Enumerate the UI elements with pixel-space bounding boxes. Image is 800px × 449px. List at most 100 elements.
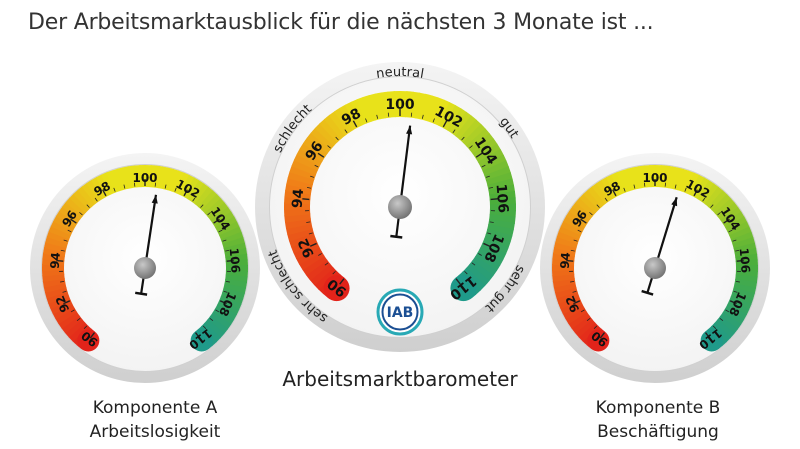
minor-tick bbox=[306, 221, 311, 223]
major-tick bbox=[566, 259, 574, 262]
band-segment bbox=[711, 194, 732, 214]
minor-tick bbox=[225, 249, 230, 252]
tick-label-92: 92 bbox=[295, 236, 317, 260]
band-segment bbox=[50, 220, 74, 236]
needle-hub bbox=[134, 257, 156, 279]
band-cap-start bbox=[77, 329, 100, 352]
tick-label-92: 92 bbox=[563, 294, 583, 315]
minor-tick bbox=[623, 187, 626, 192]
major-tick bbox=[455, 278, 461, 285]
band-segment bbox=[61, 315, 83, 334]
band-segment bbox=[216, 300, 240, 316]
band-segment bbox=[298, 251, 325, 271]
band-segment bbox=[167, 168, 180, 192]
needle-tail-bar bbox=[641, 289, 654, 296]
band-segment bbox=[409, 91, 421, 119]
minor-tick bbox=[192, 197, 196, 202]
minor-tick bbox=[728, 229, 733, 233]
band-segment bbox=[729, 226, 752, 241]
band-segment bbox=[414, 92, 427, 120]
band-segment bbox=[171, 170, 185, 194]
band-segment bbox=[552, 247, 576, 257]
band-segment bbox=[685, 172, 700, 196]
minor-tick bbox=[86, 204, 90, 208]
band-segment bbox=[209, 312, 232, 330]
band-segment bbox=[560, 299, 583, 315]
band-segment bbox=[215, 216, 238, 233]
minor-tick bbox=[308, 232, 313, 235]
minor-tick bbox=[481, 164, 486, 168]
band-segment bbox=[419, 93, 433, 121]
band-segment bbox=[469, 133, 495, 155]
tick-label-94: 94 bbox=[290, 188, 308, 209]
minor-tick bbox=[79, 212, 83, 216]
needle-arrowhead bbox=[406, 125, 413, 135]
band-segment bbox=[606, 174, 622, 197]
band-segment bbox=[68, 322, 89, 342]
band-segment bbox=[485, 172, 513, 186]
band-segment bbox=[724, 304, 747, 321]
band-segment bbox=[284, 208, 311, 217]
minor-tick bbox=[586, 317, 591, 322]
band-segment bbox=[601, 176, 618, 199]
minor-tick bbox=[306, 187, 312, 189]
band-segment bbox=[571, 315, 593, 334]
band-segment bbox=[48, 295, 71, 310]
minor-tick bbox=[702, 197, 706, 202]
komponente-b-caption: Komponente B Beschäftigung bbox=[548, 396, 768, 444]
band-segment bbox=[558, 295, 581, 310]
band-segment bbox=[733, 283, 757, 295]
major-tick bbox=[352, 120, 358, 128]
minor-tick bbox=[712, 325, 717, 329]
band-segment bbox=[224, 279, 248, 289]
band-segment bbox=[62, 201, 84, 220]
band-segment bbox=[487, 178, 515, 191]
band-segment bbox=[133, 165, 142, 188]
gauge-needle bbox=[641, 196, 678, 296]
major-tick bbox=[317, 152, 325, 158]
band-segment bbox=[42, 247, 66, 257]
band-segment bbox=[722, 308, 745, 326]
band-segment bbox=[368, 93, 382, 121]
band-segment bbox=[175, 172, 190, 196]
band-segment bbox=[732, 287, 755, 300]
band-segment bbox=[191, 183, 210, 205]
band-segment bbox=[212, 211, 235, 229]
band-segment bbox=[219, 226, 242, 241]
minor-tick bbox=[332, 270, 336, 275]
band-segment bbox=[575, 197, 597, 217]
band-segment bbox=[64, 318, 86, 338]
band-segment bbox=[299, 142, 326, 162]
band-segment bbox=[284, 202, 311, 211]
band-segment bbox=[116, 167, 129, 191]
minor-tick bbox=[218, 229, 223, 233]
band-segment bbox=[222, 237, 246, 249]
band-segment bbox=[220, 231, 244, 245]
band-segment bbox=[285, 183, 312, 195]
minor-tick bbox=[593, 325, 598, 329]
band-segment bbox=[438, 102, 457, 129]
band-segment bbox=[210, 206, 232, 225]
band-segment bbox=[284, 189, 312, 200]
band-segment bbox=[720, 206, 742, 225]
minor-tick bbox=[432, 118, 435, 123]
band-segment bbox=[289, 165, 317, 181]
band-segment bbox=[293, 242, 320, 260]
komponente-a-title: Komponente A bbox=[92, 398, 218, 418]
band-segment bbox=[701, 183, 720, 205]
band-segment bbox=[596, 179, 614, 202]
minor-tick bbox=[174, 187, 177, 192]
zone-label-text: neutral bbox=[375, 65, 425, 82]
band-segment bbox=[333, 107, 354, 134]
band-segment bbox=[225, 265, 248, 272]
band-segment bbox=[111, 168, 124, 192]
minor-tick bbox=[123, 184, 126, 189]
minor-tick bbox=[209, 317, 214, 322]
minor-tick bbox=[63, 239, 68, 242]
minor-tick bbox=[76, 317, 81, 322]
major-tick bbox=[183, 189, 188, 197]
band-segment bbox=[578, 322, 599, 342]
minor-tick bbox=[225, 280, 230, 283]
band-segment bbox=[53, 215, 76, 232]
